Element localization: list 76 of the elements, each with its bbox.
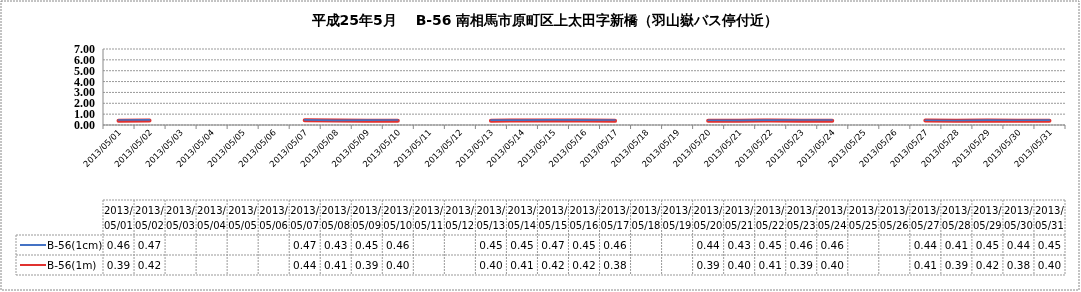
data-label: 0.44 [913, 239, 938, 251]
data-label: 0.45 [479, 239, 503, 251]
category-label: 2013/05/23 [786, 205, 816, 231]
data-label: 0.46 [789, 239, 814, 251]
category-label: 2013/05/04 [197, 205, 226, 231]
category-label: 2013/05/24 [817, 205, 847, 231]
category-label: 2013/05/10 [383, 205, 413, 231]
category-label: 2013/05/06 [259, 205, 288, 231]
category-label: 2013/05/12 [445, 205, 475, 231]
category-label: 2013/05/31 [1034, 205, 1064, 231]
data-label: 0.44 [293, 259, 317, 271]
data-label: 0.40 [386, 259, 410, 271]
data-label: 0.39 [789, 259, 813, 271]
data-label: 0.46 [386, 239, 410, 251]
data-label: 0.39 [944, 259, 969, 271]
category-label: 2013/05/17 [600, 205, 630, 231]
data-label: 0.43 [727, 239, 751, 251]
data-label: 0.38 [1006, 259, 1031, 271]
data-label: 0.46 [603, 239, 628, 251]
category-label: 2013/05/02 [135, 205, 164, 231]
category-label: 2013/05/09 [352, 205, 382, 231]
data-label: 0.38 [603, 259, 627, 271]
data-label: 0.46 [106, 239, 131, 251]
category-label: 2013/05/08 [321, 205, 351, 231]
data-label: 0.41 [510, 259, 534, 271]
category-label: 2013/05/25 [848, 205, 878, 231]
category-label: 2013/05/01 [104, 205, 133, 231]
category-label: 2013/05/11 [414, 205, 444, 231]
data-label: 0.42 [975, 259, 1000, 271]
category-label: 2013/05/18 [631, 205, 661, 231]
data-label: 0.47 [293, 239, 317, 251]
data-label: 0.40 [727, 259, 751, 271]
category-label: 2013/05/20 [693, 205, 723, 231]
data-label: 0.46 [820, 239, 845, 251]
data-label: 0.41 [324, 259, 348, 271]
category-label: 2013/05/13 [476, 205, 506, 231]
category-label: 2013/05/26 [879, 205, 909, 231]
category-label: 2013/05/30 [1003, 205, 1033, 231]
category-label: 2013/05/07 [290, 205, 320, 231]
data-label: 0.45 [572, 239, 596, 251]
category-label: 2013/05/29 [972, 205, 1002, 231]
data-label: 0.43 [324, 239, 348, 251]
data-label: 0.45 [355, 239, 379, 251]
data-label: 0.39 [696, 259, 720, 271]
data-label: 0.42 [572, 259, 596, 271]
data-label: 0.41 [758, 259, 782, 271]
data-label: 0.44 [1006, 239, 1031, 251]
data-label: 0.44 [696, 239, 721, 251]
data-label: 0.45 [510, 239, 534, 251]
category-label: 2013/05/28 [941, 205, 971, 231]
data-label: 0.42 [137, 259, 162, 271]
category-label: 2013/05/22 [755, 205, 785, 231]
category-label: 2013/05/15 [538, 205, 568, 231]
category-label: 2013/05/14 [507, 205, 537, 231]
data-label: 0.39 [355, 259, 379, 271]
data-label: 0.47 [541, 239, 565, 251]
data-label: 0.40 [820, 259, 844, 271]
category-label: 2013/05/16 [569, 205, 599, 231]
category-label: 2013/05/27 [910, 205, 940, 231]
legend-label: B-56(1m) [47, 259, 97, 271]
category-label: 2013/05/21 [724, 205, 754, 231]
data-label: 0.45 [1037, 239, 1062, 251]
data-label: 0.40 [1037, 259, 1062, 271]
data-label: 0.47 [137, 239, 162, 251]
category-label: 2013/05/03 [166, 205, 195, 231]
data-label: 0.45 [758, 239, 782, 251]
data-label: 0.39 [106, 259, 131, 271]
data-label: 0.41 [944, 239, 969, 251]
data-label: 0.41 [913, 259, 938, 271]
legend-label: B-56(1cm) [47, 239, 103, 251]
data-label: 0.40 [479, 259, 503, 271]
data-label: 0.45 [975, 239, 1000, 251]
data-label: 0.42 [541, 259, 565, 271]
category-label: 2013/05/19 [662, 205, 692, 231]
category-label: 2013/05/05 [228, 205, 257, 231]
chart-title: 平成25年5月 B-56 南相馬市原町区上太田字新橋（羽山嶽バス停付近） [310, 12, 779, 28]
